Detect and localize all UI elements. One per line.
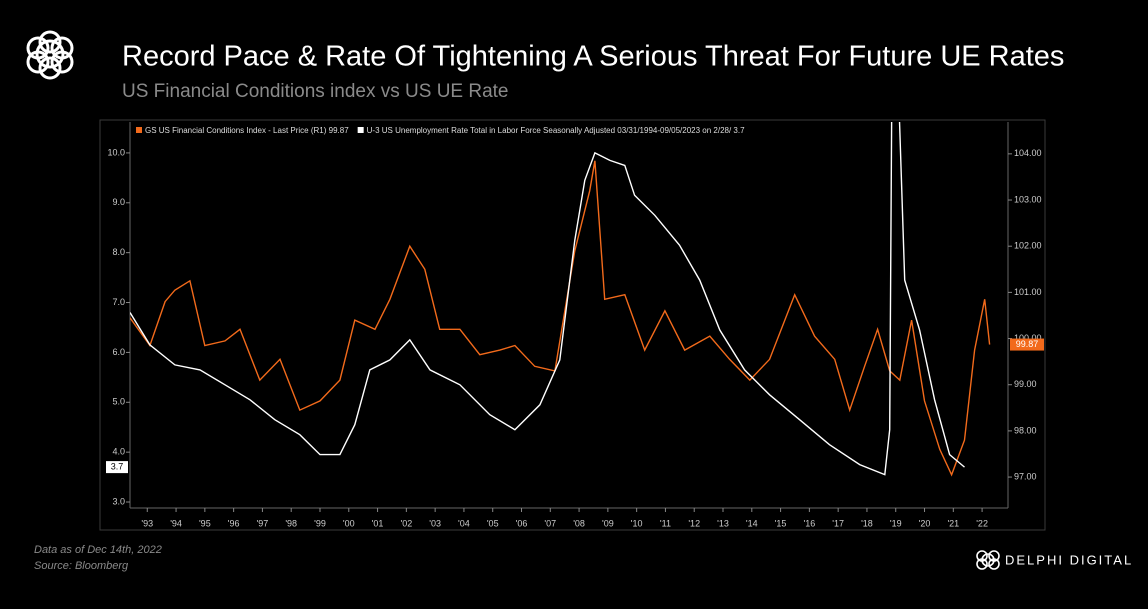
subtitle: US Financial Conditions index vs US UE R…	[122, 81, 509, 102]
brand: DELPHI DIGITAL	[1005, 552, 1133, 567]
y2-tick-label: 99.00	[1014, 379, 1037, 389]
y-tick-label: 6.0	[112, 347, 125, 357]
y-tick-label: 8.0	[112, 247, 125, 257]
brand-logo	[976, 550, 1000, 570]
x-tick-label: '16	[804, 518, 816, 528]
y-tick-label: 9.0	[112, 197, 125, 207]
x-tick-label: '09	[602, 518, 614, 528]
y2-tick-label: 102.00	[1014, 241, 1042, 251]
x-tick-label: '02	[400, 518, 412, 528]
x-tick-label: '14	[746, 518, 758, 528]
y-tick-label: 5.0	[112, 397, 125, 407]
x-tick-label: '06	[516, 518, 528, 528]
logo	[26, 30, 74, 80]
x-tick-label: '13	[717, 518, 729, 528]
legend-label: U-3 US Unemployment Rate Total in Labor …	[367, 126, 745, 135]
x-tick-label: '95	[199, 518, 211, 528]
series-line	[130, 160, 991, 477]
y2-tick-label: 103.00	[1014, 194, 1042, 204]
legend-swatch	[357, 127, 364, 133]
x-tick-label: '07	[544, 518, 556, 528]
x-tick-label: '11	[660, 518, 671, 528]
y2-tick-label: 97.00	[1014, 471, 1037, 481]
x-tick-label: '99	[314, 518, 326, 528]
x-tick-label: '93	[141, 518, 153, 528]
y2-tick-label: 101.00	[1014, 287, 1042, 297]
x-tick-label: '22	[976, 518, 988, 528]
title: Record Pace & Rate Of Tightening A Serio…	[122, 41, 1064, 73]
x-tick-label: '12	[688, 518, 700, 528]
x-tick-label: '08	[573, 518, 585, 528]
last-value-label: 99.87	[1016, 339, 1039, 349]
legend-swatch	[136, 127, 142, 133]
x-tick-label: '97	[257, 518, 269, 528]
y2-tick-label: 98.00	[1014, 425, 1037, 435]
x-tick-label: '03	[429, 518, 441, 528]
y-tick-label: 7.0	[112, 297, 125, 307]
legend-label: GS US Financial Conditions Index - Last …	[145, 126, 349, 135]
x-tick-label: '21	[947, 518, 959, 528]
series-line	[130, 122, 965, 476]
chart-panel	[99, 119, 1046, 531]
source: Source: Bloomberg	[34, 560, 129, 572]
x-tick-label: '96	[228, 518, 240, 528]
x-tick-label: '17	[832, 518, 844, 528]
x-tick-label: '19	[890, 518, 902, 528]
last-value-label: 3.7	[111, 461, 124, 471]
x-tick-label: '10	[631, 518, 643, 528]
x-tick-label: '01	[372, 518, 384, 528]
x-tick-label: '15	[775, 518, 787, 528]
y-tick-label: 4.0	[112, 447, 125, 457]
note: Data as of Dec 14th, 2022	[34, 544, 162, 556]
y2-tick-label: 100.00	[1014, 333, 1042, 343]
y-tick-label: 3.0	[112, 496, 125, 506]
x-tick-label: '18	[861, 518, 873, 528]
y-tick-label: 10.0	[107, 147, 125, 157]
x-tick-label: '98	[285, 518, 297, 528]
x-tick-label: '20	[919, 518, 931, 528]
y2-tick-label: 104.00	[1014, 148, 1042, 158]
x-tick-label: '04	[458, 518, 470, 528]
x-tick-label: '05	[487, 518, 499, 528]
lines	[130, 122, 991, 477]
x-tick-label: '94	[170, 518, 182, 528]
last-value-box	[1010, 338, 1044, 351]
x-tick-label: '00	[343, 518, 355, 528]
last-value-box	[106, 461, 128, 474]
